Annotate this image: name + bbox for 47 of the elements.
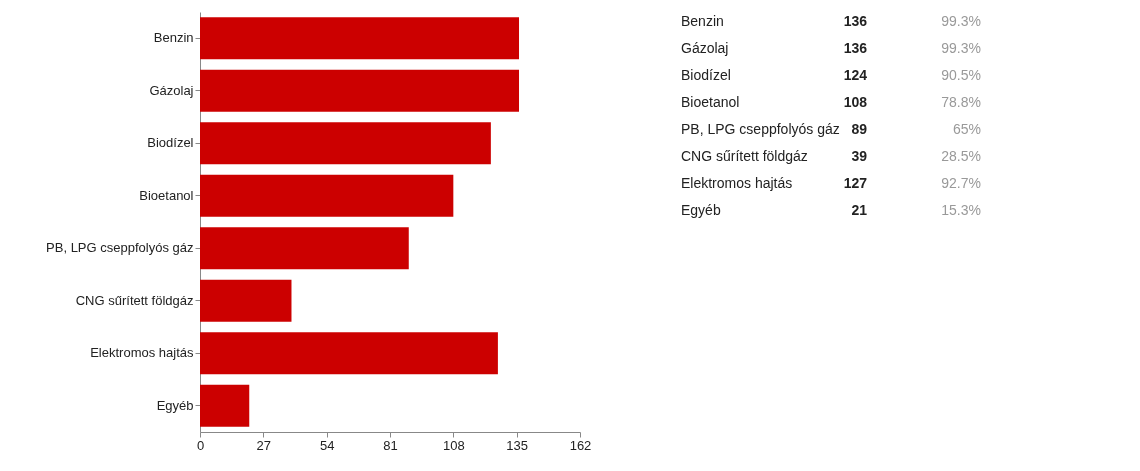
text: 99.3%: [941, 12, 981, 29]
text: 90.5%: [941, 66, 981, 83]
text: 99.3%: [941, 39, 981, 56]
category-label: Elektromos hajtás: [681, 174, 793, 191]
category-label: Gázolaj: [681, 39, 729, 56]
x-tick-label: 27: [256, 437, 272, 453]
category-label: Bioetanol: [681, 93, 740, 110]
data-label: 136: [843, 12, 868, 29]
data-label: 39: [851, 147, 868, 164]
bar: [200, 332, 498, 375]
bar: [200, 17, 520, 60]
bar: [200, 174, 454, 217]
x-tick-label: 0: [196, 437, 205, 453]
data-label: 136: [843, 39, 868, 56]
y-tick-label: PB, LPG cseppfolyós gáz: [46, 240, 194, 256]
category-label: PB, LPG cseppfolyós gáz: [681, 120, 840, 137]
bar: [200, 227, 409, 270]
text: 28.5%: [941, 147, 981, 164]
data-label: 108: [843, 93, 868, 110]
category-label: CNG sűrített földgáz: [681, 147, 808, 164]
data-label: 124: [843, 66, 868, 83]
x-tick-label: 54: [319, 437, 335, 453]
bar: [200, 69, 520, 112]
category-label: Egyéb: [681, 201, 721, 218]
y-tick-label: Bioetanol: [139, 187, 194, 203]
text: 78.8%: [941, 93, 981, 110]
bar: [200, 384, 250, 427]
y-tick-label: Elektromos hajtás: [90, 345, 194, 361]
bar: [200, 279, 292, 322]
text: 65%: [952, 120, 981, 137]
data-label: 89: [851, 120, 868, 137]
x-tick-label: 81: [383, 437, 398, 453]
y-tick-label: Egyéb: [156, 397, 194, 413]
text: 92.7%: [941, 174, 981, 191]
y-tick-label: CNG sűrített földgáz: [75, 292, 194, 308]
data-label: 21: [851, 201, 868, 218]
bar: [200, 122, 491, 165]
y-tick-label: Biodízel: [147, 135, 194, 151]
category-label: Benzin: [681, 12, 724, 29]
text: 15.3%: [941, 201, 981, 218]
x-tick-label: 135: [506, 437, 529, 453]
data-label: 127: [843, 174, 868, 191]
x-tick-label: 162: [569, 437, 592, 453]
y-tick-label: Benzin: [153, 30, 194, 46]
category-label: Biodízel: [681, 66, 731, 83]
x-tick-label: 108: [442, 437, 465, 453]
y-tick-label: Gázolaj: [149, 82, 194, 98]
